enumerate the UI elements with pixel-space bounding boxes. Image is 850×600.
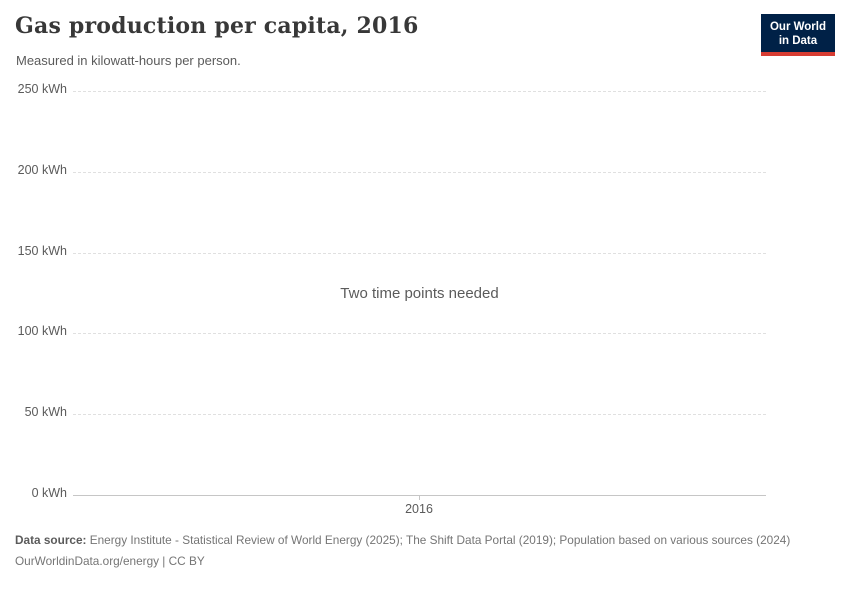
x-axis-baseline bbox=[73, 495, 766, 496]
owid-logo-line2: in Data bbox=[778, 35, 818, 47]
y-gridline bbox=[73, 252, 766, 254]
footer-link-line[interactable]: OurWorldinData.org/energy | CC BY bbox=[15, 554, 205, 568]
y-axis-tick-label: 100 kWh bbox=[17, 324, 67, 339]
y-gridline bbox=[73, 414, 766, 416]
y-axis-tick-label: 50 kWh bbox=[24, 405, 67, 420]
empty-state-message: Two time points needed bbox=[340, 285, 499, 302]
x-axis-tick bbox=[419, 495, 420, 500]
data-source-text: Energy Institute - Statistical Review of… bbox=[86, 533, 791, 547]
data-source-line: Data source: Energy Institute - Statisti… bbox=[15, 533, 827, 548]
x-axis-tick-label: 2016 bbox=[405, 502, 433, 516]
data-source-label: Data source: bbox=[15, 533, 87, 547]
y-axis-tick-label: 200 kWh bbox=[17, 162, 67, 177]
owid-logo-line1: Our World bbox=[769, 21, 826, 33]
y-gridline bbox=[73, 171, 766, 173]
chart-subtitle: Measured in kilowatt-hours per person. bbox=[16, 53, 241, 68]
y-gridline bbox=[73, 91, 766, 92]
y-axis-tick-label: 250 kWh bbox=[17, 82, 67, 96]
y-axis-tick-label: 150 kWh bbox=[17, 243, 67, 258]
page-title: Gas production per capita, 2016 bbox=[15, 13, 419, 39]
y-axis-tick-label: 0 kWh bbox=[31, 486, 67, 500]
chart-footer: Data source: Energy Institute - Statisti… bbox=[15, 533, 827, 569]
owid-logo[interactable]: Our World in Data bbox=[760, 14, 835, 56]
y-gridline bbox=[73, 333, 766, 335]
